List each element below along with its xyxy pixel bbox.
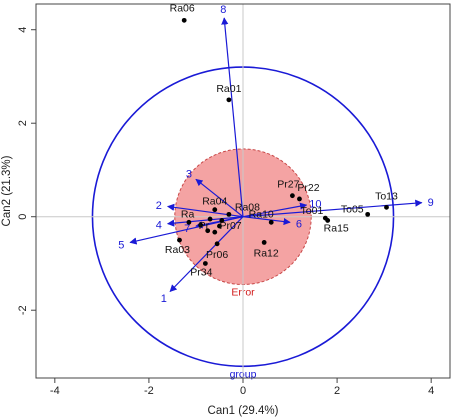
y-tick-label: 0 bbox=[17, 214, 29, 220]
data-point bbox=[226, 211, 232, 217]
point-label-ra12: Ra12 bbox=[254, 247, 279, 259]
point-label-pr07: Pr07 bbox=[219, 220, 241, 232]
point-label-ra03: Ra03 bbox=[165, 244, 190, 256]
data-point bbox=[261, 240, 267, 245]
vector-arrow-1 bbox=[169, 216, 244, 293]
data-point bbox=[289, 193, 295, 199]
vector-label-8: 8 bbox=[220, 4, 226, 16]
data-point bbox=[207, 216, 213, 222]
point-label-pr: Pr bbox=[199, 220, 210, 232]
data-point bbox=[384, 204, 389, 210]
point-layer: Ra06Ra01Pr27Pr22To13To05To01Ra15Ra10Ra12… bbox=[165, 2, 398, 278]
data-point bbox=[226, 97, 232, 103]
data-point bbox=[198, 222, 204, 228]
vector-arrow-9 bbox=[242, 199, 423, 218]
point-label-pr22: Pr22 bbox=[297, 182, 319, 194]
vector-arrow-4 bbox=[167, 216, 244, 227]
vector-label-1: 1 bbox=[161, 293, 167, 305]
vector-label-4: 4 bbox=[156, 220, 162, 232]
vector-label-5: 5 bbox=[118, 239, 124, 251]
point-label-ra04: Ra04 bbox=[202, 196, 227, 208]
vector-label-9: 9 bbox=[428, 197, 434, 209]
y-tick-label: 2 bbox=[17, 120, 29, 126]
x-tick-label: 0 bbox=[240, 385, 246, 397]
point-label-pr34: Pr34 bbox=[190, 266, 212, 278]
y-tick-label: 4 bbox=[17, 27, 29, 33]
vector-label-3: 3 bbox=[186, 169, 192, 181]
x-tick-label: 2 bbox=[334, 385, 340, 397]
data-point bbox=[205, 228, 211, 234]
data-point bbox=[186, 219, 192, 225]
point-label-to05: To05 bbox=[341, 203, 364, 215]
point-label-pr06: Pr06 bbox=[206, 249, 228, 261]
data-point bbox=[268, 219, 274, 225]
axes-layer: -4 -2 0 2 4 -2 0 2 4 bbox=[17, 27, 434, 397]
data-point bbox=[219, 218, 225, 223]
vector-arrow-8 bbox=[221, 17, 244, 217]
y-tick-label: -2 bbox=[17, 305, 29, 315]
y-axis-title: Can2 (21.3%) bbox=[1, 155, 13, 226]
vector-layer: 8 3 2 4 7 5 1 6 10 9 bbox=[118, 4, 434, 305]
point-label-ra08: Ra08 bbox=[235, 201, 260, 213]
point-label-to13: To13 bbox=[375, 190, 398, 202]
point-label-ra15: Ra15 bbox=[324, 222, 349, 234]
x-tick-label: 4 bbox=[428, 385, 434, 397]
vector-arrow-10 bbox=[242, 202, 308, 218]
vector-label-2: 2 bbox=[156, 200, 162, 212]
data-point bbox=[177, 237, 182, 243]
vector-arrow-5 bbox=[129, 216, 244, 245]
x-axis-title: Can1 (29.4%) bbox=[208, 405, 279, 417]
data-point bbox=[365, 211, 371, 217]
vector-arrow-6 bbox=[242, 216, 291, 226]
x-tick-label: -4 bbox=[50, 385, 60, 397]
data-point bbox=[214, 241, 220, 247]
point-label-ra01: Ra01 bbox=[216, 83, 241, 95]
data-point bbox=[181, 17, 187, 23]
x-tick-label: -2 bbox=[144, 385, 154, 397]
data-point bbox=[212, 207, 218, 213]
data-point bbox=[212, 229, 218, 235]
vector-label-6: 6 bbox=[296, 218, 302, 230]
data-point bbox=[202, 261, 208, 266]
point-label-ra10: Ra10 bbox=[249, 208, 274, 220]
data-point bbox=[297, 196, 302, 202]
point-label-to01: To01 bbox=[301, 205, 324, 217]
vector-label-7: 7 bbox=[184, 223, 190, 235]
data-point bbox=[217, 223, 222, 229]
vector-label-10: 10 bbox=[309, 198, 321, 210]
point-label-ra06: Ra06 bbox=[170, 2, 195, 14]
point-label-ra: Ra bbox=[181, 208, 195, 220]
point-label-pr27: Pr27 bbox=[277, 179, 299, 191]
data-point bbox=[325, 218, 331, 223]
vector-arrow-3 bbox=[195, 178, 244, 218]
